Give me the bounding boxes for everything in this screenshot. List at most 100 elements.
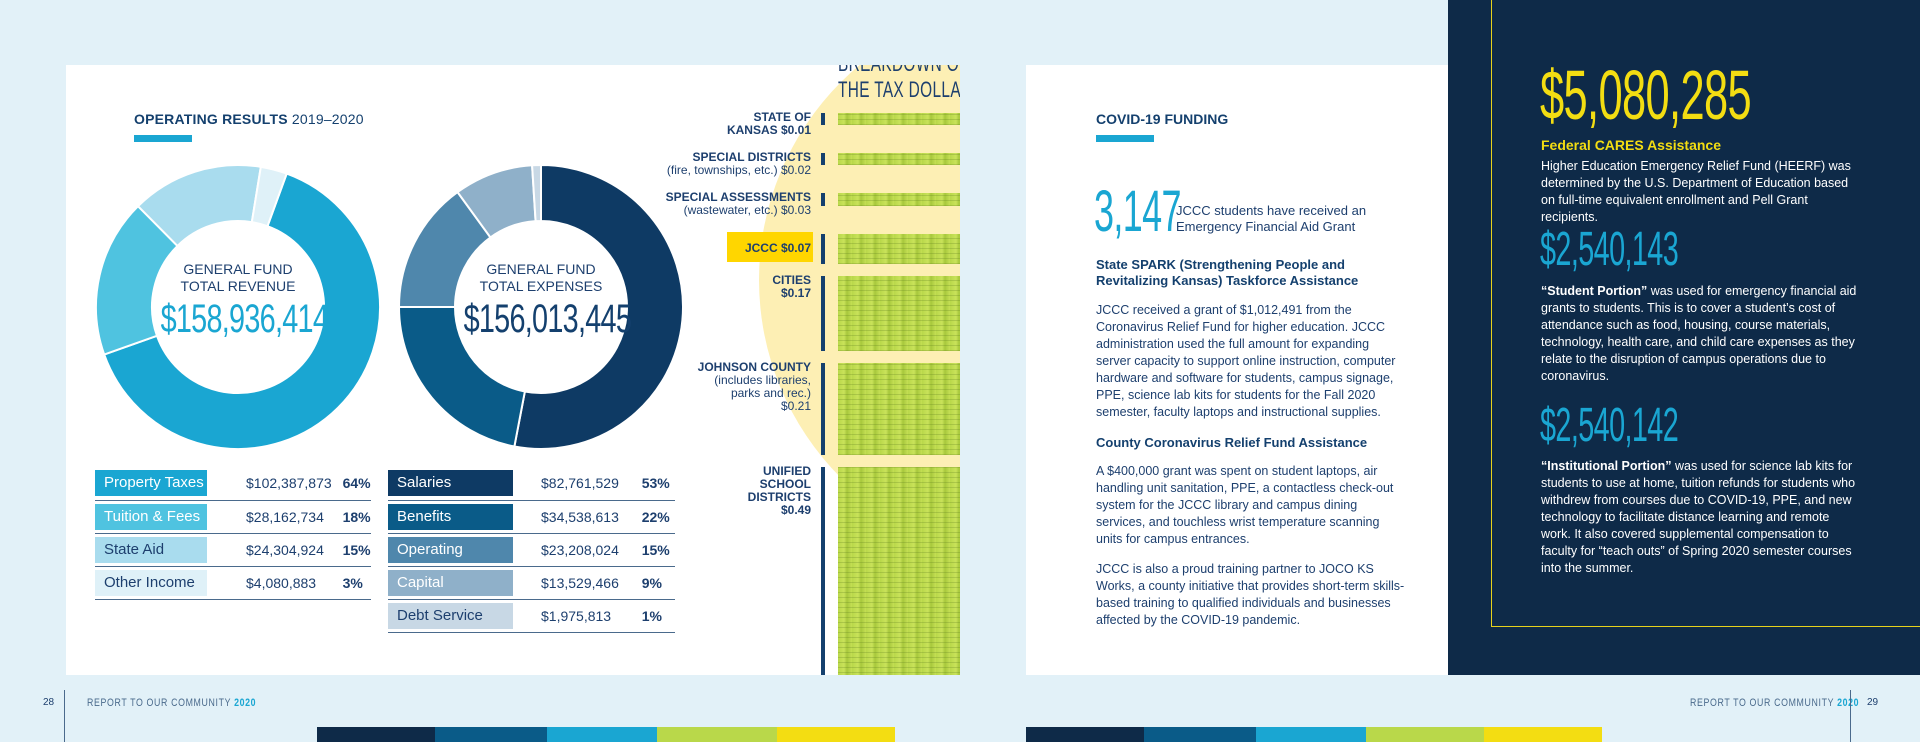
tax-item-label: CITIES $0.17 — [772, 274, 811, 300]
tax-breakdown-heading: BREAKDOWN OF THE TAX DOLLAR — [838, 65, 960, 103]
covid-funding-title: COVID-19 FUNDING — [1096, 111, 1229, 127]
table-row: Other Income $4,080,883 3% — [95, 566, 371, 600]
tax-item-name: UNIFIED — [763, 464, 811, 479]
tax-bar — [821, 193, 825, 207]
footer-stripe — [317, 727, 435, 742]
tax-item-subtext: (includes libraries, — [714, 373, 811, 387]
revenue-amount: $102,387,873 — [231, 467, 333, 501]
left-page-number: 28 — [43, 697, 55, 708]
revenue-label-line2: TOTAL REVENUE — [180, 278, 296, 294]
title-years: 2019–2020 — [291, 111, 364, 127]
title-text: OPERATING RESULTS — [134, 111, 288, 127]
tax-item-label: JOHNSON COUNTY (includes libraries, parks … — [698, 361, 811, 413]
county-relief-body: A $400,000 grant was spent on student la… — [1096, 464, 1394, 546]
student-portion-text: “Student Portion” was used for emergency… — [1541, 283, 1861, 385]
title-accent-bar — [134, 135, 192, 142]
footer-report-left: REPORT TO OUR COMMUNITY 2020 — [87, 697, 256, 709]
expense-percent: 1% — [631, 599, 675, 633]
tax-dollar-bill-segment — [838, 363, 960, 456]
right-page-card — [1026, 65, 1448, 675]
expenses-donut-chart — [397, 163, 684, 450]
tax-dollar-bill-segment — [838, 193, 960, 207]
covid-accent-bar — [1096, 135, 1154, 142]
revenue-amount: $24,304,924 — [231, 533, 333, 567]
tax-item-subtext: (fire, townships, etc.) $0.02 — [666, 163, 811, 177]
tax-item-name: JOHNSON COUNTY — [697, 360, 811, 374]
revenue-amount: $4,080,883 — [231, 566, 333, 600]
tax-item-name-line: DISTRICTS — [747, 490, 811, 505]
expense-percent: 53% — [631, 467, 675, 501]
footer-stripe — [777, 727, 895, 742]
tax-bar — [821, 276, 825, 351]
cares-body: Higher Education Emergency Relief Fund (… — [1541, 159, 1851, 224]
revenue-table: Property Taxes $102,387,873 64% Tuition & … — [95, 467, 371, 600]
tax-bar — [821, 363, 825, 456]
footer-report-text: REPORT TO OUR COMMUNITY — [87, 697, 231, 709]
tax-item-label: JCCC $0.07 — [745, 242, 811, 255]
expense-slice-1 — [513, 163, 684, 450]
tax-item-subtext: parks and rec.) — [730, 386, 811, 400]
footer-stripe — [1256, 727, 1366, 742]
revenue-donut-label: GENERAL FUND TOTAL REVENUE $158,936,414 — [128, 261, 348, 343]
footer-report-right: REPORT TO OUR COMMUNITY 2020 — [1690, 697, 1859, 709]
expenses-total-amount: $156,013,445 — [463, 297, 632, 341]
revenue-percent: 15% — [332, 533, 371, 567]
footer-report-text: REPORT TO OUR COMMUNITY — [1690, 697, 1834, 709]
revenue-label-line1: GENERAL FUND — [183, 261, 293, 277]
tax-item-name: SPECIAL DISTRICTS — [692, 150, 811, 164]
cares-panel-frame — [1491, 0, 1920, 627]
revenue-total-amount: $158,936,414 — [160, 297, 329, 341]
tax-dollar-bill-segment — [838, 234, 960, 265]
tax-item-label: SPECIAL DISTRICTS (fire, townships, etc.)… — [667, 151, 811, 177]
footer-report-year: 2020 — [234, 697, 257, 709]
students-stat-description: JCCC students have received an Emergency… — [1176, 203, 1367, 234]
tax-heading-line1: BREAKDOWN OF — [838, 65, 960, 77]
institutional-portion-label: “Institutional Portion” — [1541, 459, 1672, 473]
tax-dollar-bill-segment — [838, 467, 960, 675]
revenue-percent: 64% — [332, 467, 371, 501]
institutional-portion-body: was used for science lab kits for studen… — [1541, 459, 1856, 575]
footer-report-year: 2020 — [1837, 697, 1860, 709]
expense-amount: $1,975,813 — [526, 599, 632, 633]
footer-stripe — [657, 727, 777, 742]
tax-dollar-bill-segment — [838, 113, 960, 125]
tax-dollar-bill-segment — [838, 153, 960, 165]
revenue-donut-chart — [95, 164, 381, 450]
tax-heading-line2: THE TAX DOLLAR — [838, 77, 960, 102]
footer-stripe — [1484, 727, 1602, 742]
tax-item-name: CITIES — [772, 273, 811, 288]
table-row: Capital $13,529,466 9% — [388, 566, 675, 600]
tax-item-name-line: $0.49 — [780, 503, 811, 518]
footer-stripe — [1366, 727, 1484, 742]
tax-item-name: SPECIAL ASSESSMENTS — [665, 190, 811, 204]
tax-bar — [821, 153, 825, 165]
revenue-slice-4 — [250, 165, 288, 228]
tax-item-label: STATE OF KANSAS $0.01 — [727, 111, 811, 137]
student-portion-label: “Student Portion” — [1541, 284, 1648, 298]
expense-percent: 9% — [631, 566, 675, 600]
cares-heading: Federal CARES Assistance — [1541, 137, 1721, 153]
expenses-donut-label: GENERAL FUND TOTAL EXPENSES $156,013,445 — [431, 261, 651, 343]
expense-category: Salaries — [388, 470, 513, 497]
tax-bar — [821, 234, 825, 265]
table-row: State Aid $24,304,924 15% — [95, 533, 371, 567]
tax-dollar-bill-segment — [838, 276, 960, 351]
tax-item-name-line: SCHOOL — [759, 477, 811, 492]
expense-category: Operating — [388, 536, 513, 563]
expenses-table: Salaries $82,761,529 53% Benefits $34,538,6… — [388, 467, 675, 633]
footer-stripe — [547, 727, 657, 742]
jccc-highlight-box — [727, 232, 813, 262]
revenue-category: Other Income — [95, 569, 207, 596]
expense-amount: $82,761,529 — [526, 467, 632, 501]
institutional-portion-amount: $2,540,142 — [1540, 399, 1679, 452]
tax-item-label: UNIFIED SCHOOL DISTRICTS $0.49 — [748, 465, 811, 517]
revenue-category: State Aid — [95, 536, 207, 563]
footer-stripe — [435, 727, 547, 742]
tax-bar — [821, 113, 825, 125]
county-relief-heading: County Coronavirus Relief Fund Assistanc… — [1096, 435, 1368, 450]
table-row: Tuition & Fees $28,162,734 18% — [95, 500, 371, 534]
footer-stripe — [1026, 727, 1144, 742]
table-row: Operating $23,208,024 15% — [388, 533, 675, 567]
footer-divider-right — [1850, 690, 1851, 742]
revenue-category: Property Taxes — [95, 470, 207, 497]
